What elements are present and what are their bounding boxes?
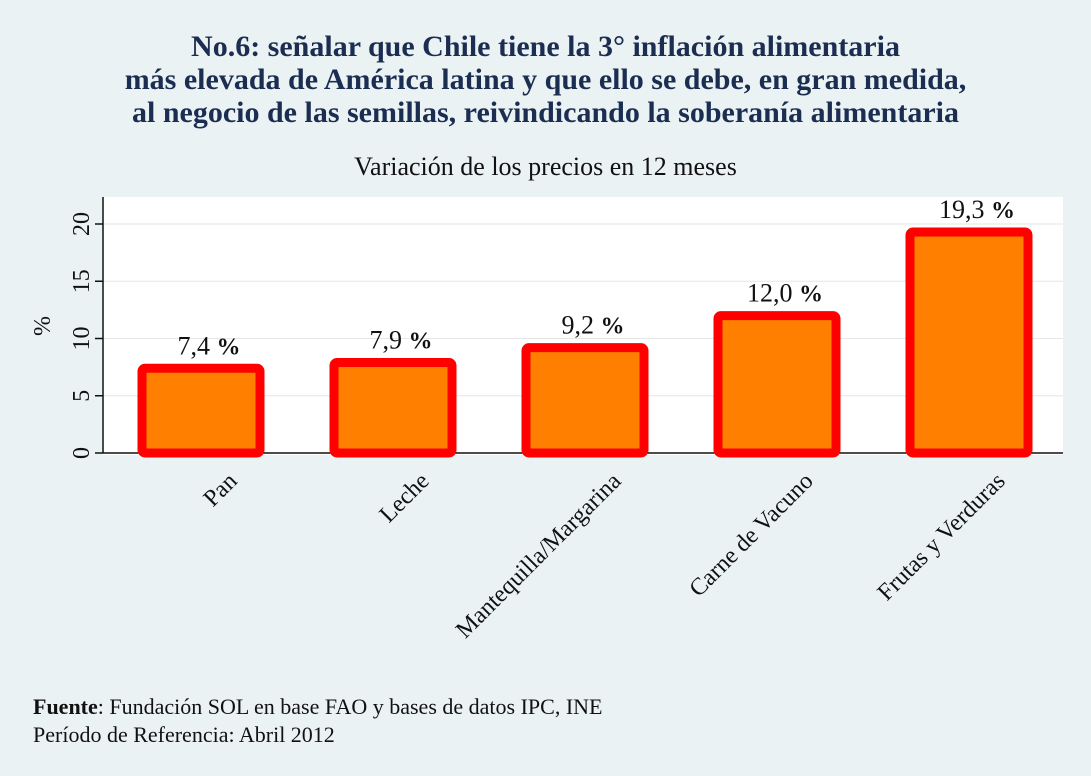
x-tick-label: Carne de Vacuno	[685, 468, 819, 602]
y-tick-label: 20	[69, 212, 95, 236]
source-line: Fuente: Fundación SOL en base FAO y base…	[33, 693, 602, 721]
bar	[905, 227, 1033, 458]
data-label: 19,3 %	[939, 195, 1015, 224]
bar	[329, 358, 457, 458]
period-line: Período de Referencia: Abril 2012	[33, 722, 335, 747]
bar	[713, 311, 841, 458]
bar	[521, 343, 649, 458]
y-tick-label: 0	[69, 447, 95, 459]
source-label: Fuente	[33, 694, 98, 719]
chart-subtitle: Variación de los precios en 12 meses	[354, 152, 737, 181]
data-label: 7,4 %	[178, 331, 241, 360]
y-tick-label: 15	[69, 269, 95, 293]
bar	[137, 363, 265, 458]
chart-title: No.6: señalar que Chile tiene la 3° infl…	[0, 30, 1091, 129]
y-tick-label: 10	[69, 327, 95, 351]
x-tick-label: Pan	[199, 468, 243, 512]
title-line-1: No.6: señalar que Chile tiene la 3° infl…	[191, 30, 900, 63]
y-tick-label: 5	[69, 390, 95, 402]
source-text: : Fundación SOL en base FAO y bases de d…	[97, 694, 603, 719]
x-tick-label: Frutas y Verduras	[873, 468, 1011, 606]
title-line-3: al negocio de las semillas, reivindicand…	[132, 96, 959, 129]
title-line-2: más elevada de América latina y que ello…	[124, 63, 967, 96]
data-label: 9,2 %	[562, 311, 625, 340]
data-label: 7,9 %	[370, 326, 433, 355]
y-axis-label: %	[30, 316, 56, 336]
data-label: 12,0 %	[747, 279, 823, 308]
footer: Fuente: Fundación SOL en base FAO y base…	[33, 693, 602, 749]
x-tick-label: Leche	[375, 468, 435, 528]
x-tick-label: Mantequilla/Margarina	[451, 468, 627, 644]
